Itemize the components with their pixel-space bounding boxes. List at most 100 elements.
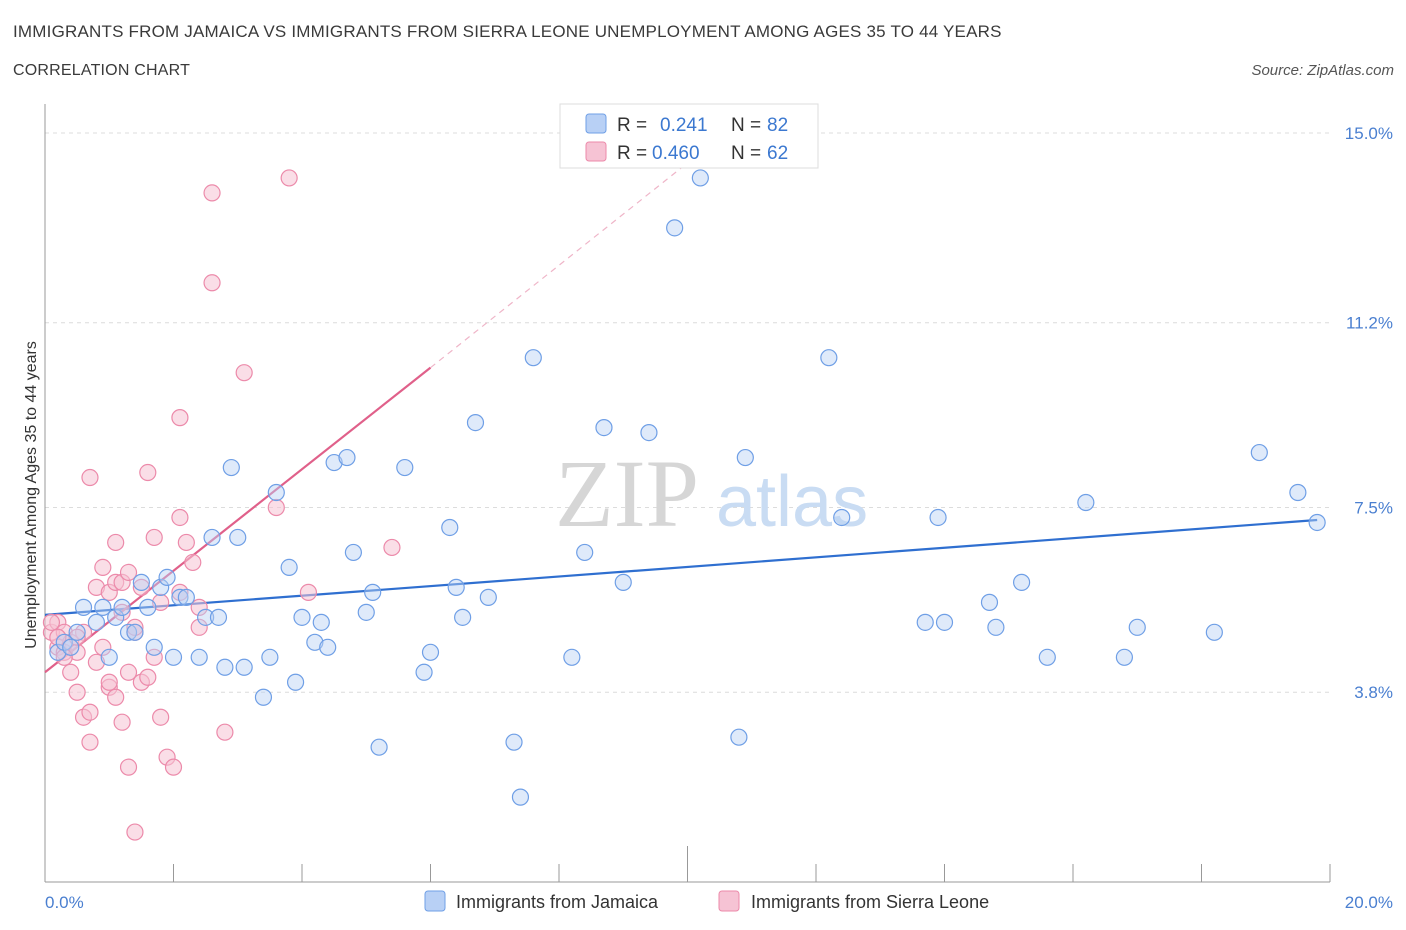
watermark-zip: ZIP [555, 440, 699, 547]
jamaica-point [563, 648, 581, 666]
sierra-point [94, 558, 112, 577]
jamaica-r-value: 0.241 [660, 115, 708, 136]
jamaica-point [833, 508, 851, 527]
jamaica-point [94, 598, 112, 616]
jamaica-point [421, 643, 440, 661]
sierra-point [203, 184, 221, 202]
jamaica-point [171, 588, 189, 606]
jamaica-point [190, 648, 208, 666]
jamaica-point [203, 528, 221, 547]
sierra-point [190, 618, 208, 636]
sierra-point [383, 538, 401, 557]
sierra-point [267, 498, 285, 517]
jamaica-point [306, 633, 324, 651]
jamaica-point [1038, 648, 1056, 666]
jamaica-point [1115, 648, 1134, 666]
jamaica-point [441, 518, 459, 537]
sierra-point [164, 758, 183, 776]
jamaica-point [49, 643, 67, 661]
watermark-atlas: atlas [716, 462, 868, 542]
jamaica-point [100, 648, 118, 666]
y-tick-label: 7.5% [1354, 498, 1393, 517]
jamaica-point [396, 458, 414, 477]
sierra-point [145, 648, 163, 666]
jamaica-point [177, 588, 195, 606]
jamaica-r-label: R = [617, 115, 647, 136]
jamaica-point [929, 508, 947, 527]
jamaica-point [293, 608, 311, 626]
jamaica-point [145, 638, 163, 656]
source-label: Source: ZipAtlas.com [1251, 62, 1394, 79]
jamaica-point [640, 423, 658, 442]
sierra-point [68, 628, 86, 646]
jamaica-point [280, 558, 298, 577]
jamaica-point [164, 648, 183, 666]
sierra-point [119, 563, 138, 582]
jamaica-point [454, 608, 472, 626]
jamaica-point [235, 658, 253, 676]
sierra-point [152, 593, 170, 611]
trend-lines [44, 162, 1318, 674]
jamaica-point [370, 738, 388, 756]
jamaica-point [158, 568, 176, 586]
sierra-point [107, 688, 125, 706]
jamaica-point [312, 613, 330, 631]
sierra-point [145, 528, 163, 547]
gridlines [45, 132, 1330, 693]
jamaica-point [1250, 443, 1268, 462]
jamaica-series-label: Immigrants from Jamaica [456, 892, 659, 912]
jamaica-point [209, 608, 228, 626]
jamaica-point [1205, 623, 1223, 641]
jamaica-point [74, 598, 93, 616]
sierra-point [68, 683, 86, 701]
jamaica-point [68, 623, 86, 641]
jamaica-point [730, 728, 748, 746]
jamaica-point [1289, 483, 1307, 502]
jamaica-point [447, 578, 465, 596]
jamaica-n-label: N = [731, 115, 761, 136]
sierra-n-value: 62 [767, 143, 788, 164]
sierra-point [184, 553, 202, 572]
jamaica-point [415, 663, 433, 681]
jamaica-point [261, 648, 279, 666]
jamaica-point [691, 169, 709, 187]
sierra-point [171, 508, 189, 527]
sierra-legend-swatch [585, 141, 607, 162]
sierra-series-swatch [718, 890, 740, 912]
jamaica-point [62, 638, 80, 656]
sierra-point [87, 653, 106, 671]
sierra-point [132, 578, 150, 596]
sierra-series-label: Immigrants from Sierra Leone [751, 892, 989, 912]
data-points [42, 169, 1326, 841]
sierra-r-label: R = [617, 143, 647, 164]
jamaica-point [132, 573, 150, 591]
jamaica-point [338, 448, 356, 467]
jamaica-point [576, 543, 594, 562]
jamaica-point [139, 598, 157, 616]
jamaica-point [107, 608, 125, 626]
jamaica-point [216, 658, 234, 676]
sierra-point [62, 663, 80, 681]
jamaica-point [916, 613, 934, 631]
jamaica-point [935, 613, 954, 631]
sierra-point [216, 723, 234, 741]
sierra-point [190, 598, 208, 616]
sierra-point [107, 533, 125, 552]
axes [44, 104, 1331, 883]
sierra-point [81, 703, 99, 721]
jamaica-point [614, 573, 632, 591]
sierra-point [280, 169, 298, 187]
jamaica-point [229, 528, 247, 547]
jamaica-point [1012, 573, 1031, 591]
sierra-point [126, 823, 144, 841]
y-tick-label: 15.0% [1345, 124, 1393, 143]
jamaica-point [1077, 493, 1095, 512]
x-tick-label-max: 20.0% [1345, 893, 1393, 912]
sierra-trend-extension [430, 162, 688, 369]
watermark: ZIP atlas [555, 440, 868, 547]
y-tick-label: 3.8% [1354, 683, 1393, 702]
y-axis-label: Unemployment Among Ages 35 to 44 years [23, 341, 40, 649]
jamaica-point [987, 618, 1005, 636]
sierra-point [81, 733, 99, 751]
jamaica-point [113, 598, 131, 616]
